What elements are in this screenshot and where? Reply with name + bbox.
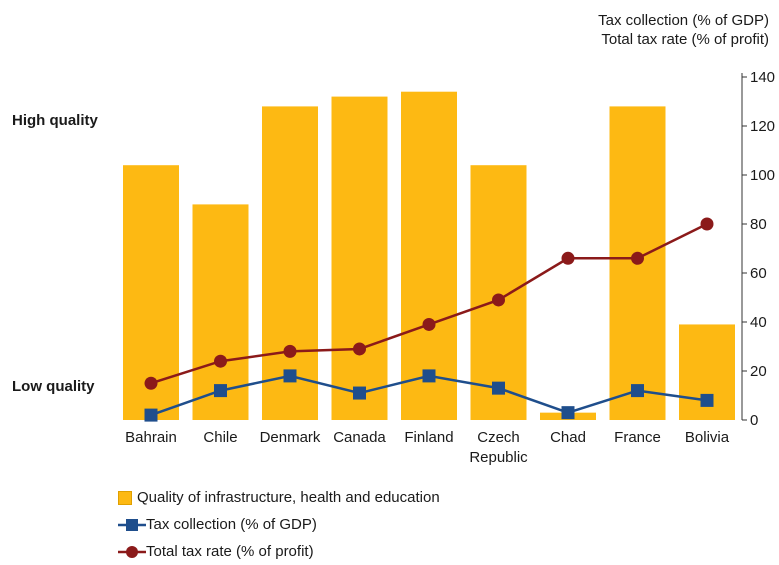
category-label: Republic xyxy=(469,449,528,466)
legend-label-tax-collection: Tax collection (% of GDP) xyxy=(146,516,317,533)
total-tax-rate-point xyxy=(492,293,505,307)
category-label: Canada xyxy=(333,429,386,446)
right-axis-title: Tax collection (% of GDP) Total tax rate… xyxy=(598,12,769,48)
tax-collection-point xyxy=(700,393,714,407)
category-label: Chile xyxy=(203,429,237,446)
right-axis-tick-label: 60 xyxy=(750,265,767,282)
category-label: France xyxy=(614,429,661,446)
bar-5 xyxy=(401,91,457,420)
legend-circle-marker-icon xyxy=(118,545,146,558)
total-tax-rate-point xyxy=(422,317,436,331)
total-tax-rate-point xyxy=(214,354,227,368)
bar-3 xyxy=(262,106,318,421)
legend-label-total-tax-rate: Total tax rate (% of profit) xyxy=(146,543,314,560)
total-tax-rate-point xyxy=(561,251,575,265)
right-axis-tick-label: 120 xyxy=(750,118,775,135)
legend-label-quality: Quality of infrastructure, health and ed… xyxy=(137,489,440,506)
category-label: Bahrain xyxy=(125,429,177,446)
combo-chart: 0 20 40 60 80 100 120 140 Bahrain Chile Denmark Can… xyxy=(123,69,775,466)
tax-collection-point xyxy=(214,384,227,398)
bar-4 xyxy=(331,96,388,420)
legend-square-marker-icon xyxy=(118,518,146,531)
right-axis-tick-label: 140 xyxy=(750,69,775,86)
total-tax-rate-point xyxy=(700,217,714,231)
total-tax-rate-point xyxy=(631,251,644,265)
right-axis-tick-label: 100 xyxy=(750,167,775,184)
total-tax-rate-point xyxy=(353,342,366,356)
category-label: Finland xyxy=(404,429,453,446)
tax-collection-point xyxy=(353,386,366,400)
tax-collection-point xyxy=(561,406,575,420)
right-axis-tick-label: 80 xyxy=(750,216,767,233)
category-label: Denmark xyxy=(260,429,321,446)
legend: Quality of infrastructure, health and ed… xyxy=(118,484,440,565)
tax-collection-point xyxy=(492,381,505,395)
low-quality-label: Low quality xyxy=(12,378,95,395)
right-axis-tick-label: 0 xyxy=(750,412,758,429)
bar-2 xyxy=(192,204,249,420)
category-label: Chad xyxy=(550,429,586,446)
category-label: Czech xyxy=(477,429,520,446)
total-tax-rate-point xyxy=(283,344,297,358)
bar-6 xyxy=(470,165,527,420)
tax-collection-point xyxy=(422,369,436,383)
category-label: Bolivia xyxy=(685,429,730,446)
legend-item-tax-collection: Tax collection (% of GDP) xyxy=(118,511,440,538)
tax-collection-point xyxy=(283,369,297,383)
total-tax-rate-point xyxy=(144,376,158,390)
tax-collection-point xyxy=(144,408,158,422)
right-axis-title-line-1: Tax collection (% of GDP) xyxy=(598,12,769,29)
legend-bar-swatch xyxy=(118,490,132,505)
high-quality-label: High quality xyxy=(12,112,98,129)
tax-collection-point xyxy=(631,384,644,398)
right-axis-tick-label: 20 xyxy=(750,363,767,380)
right-axis-tick-label: 40 xyxy=(750,314,767,331)
legend-item-quality: Quality of infrastructure, health and ed… xyxy=(118,484,440,511)
right-axis-title-line-2: Total tax rate (% of profit) xyxy=(601,31,769,48)
legend-item-total-tax-rate: Total tax rate (% of profit) xyxy=(118,538,440,565)
